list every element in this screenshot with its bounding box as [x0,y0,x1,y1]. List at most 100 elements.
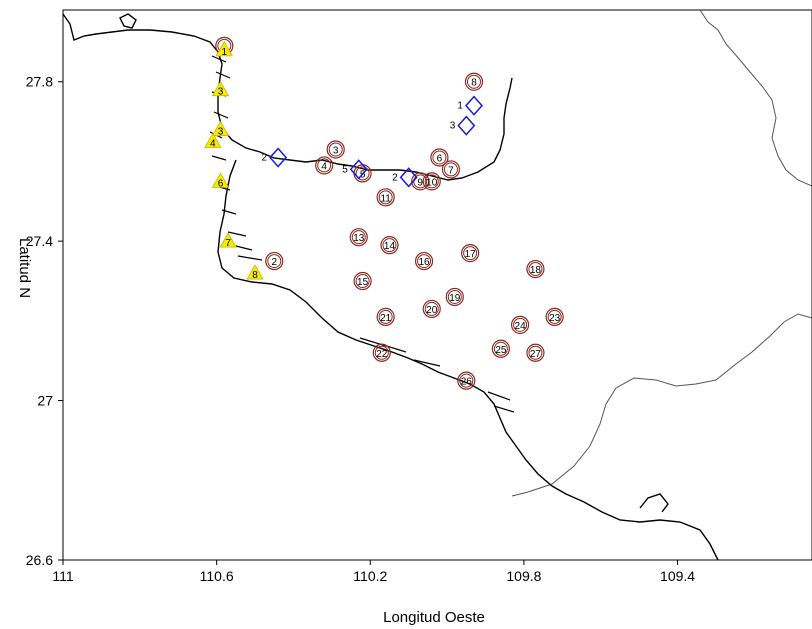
diamond-station-label: 3 [450,121,456,132]
river-lines [511,9,812,497]
circle-marker [380,236,399,255]
coastline-main [62,13,513,181]
triangle-station: 3 [211,120,230,138]
circle-station-label: 18 [530,265,542,276]
circle-marker-inner [459,373,474,388]
x-tick-label: 110.6 [200,568,234,584]
circle-station: 22 [372,343,391,362]
triangle-station: 4 [204,132,222,150]
diamond-marker [464,95,483,116]
circle-marker-inner [513,317,528,332]
diamond-station: 5 [342,159,368,180]
circle-marker-inner [317,158,332,173]
circle-station: 26 [457,371,476,390]
x-tick-label: 109.8 [506,568,541,584]
circle-station-label: 27 [530,349,542,360]
circle-marker-inner [443,162,458,177]
circle-station: 14 [380,236,399,255]
circle-marker [422,299,441,319]
diamond-marker [399,167,418,188]
circle-marker-inner [378,309,393,324]
diamond-station: 1 [457,95,483,116]
circle-marker-inner [528,262,543,277]
circle-station-label: 13 [353,233,365,244]
circle-marker-inner [466,74,481,89]
circle-station-label: 26 [461,377,473,388]
circle-marker-inner [351,230,366,245]
circle-marker [349,228,368,247]
circle-station: 10 [422,172,441,191]
circle-marker-inner [432,150,447,165]
coastline-islet [119,13,137,29]
circle-marker-inner [424,174,439,189]
circle-station: 8 [464,72,484,91]
circle-station: 3 [326,140,345,159]
circle-marker [315,156,334,175]
circle-station: 15 [353,271,372,291]
circle-station-label: 19 [449,293,461,304]
triangle-station-label: 3 [218,127,224,138]
circle-marker [461,244,480,263]
circle-station: 20 [422,299,441,319]
diamond-station: 2 [392,167,418,188]
circle-marker [526,343,545,362]
circle-station: 19 [445,287,464,307]
circle-station: 24 [510,315,530,334]
circle-marker-inner [547,309,562,324]
triangle-station-label: 6 [218,178,224,189]
circle-marker-inner [382,238,397,253]
circle-station-label: 22 [376,349,388,360]
diamond-station-label: 5 [342,164,348,175]
circle-station: 13 [349,228,368,247]
triangle-marker [215,41,234,57]
diamond-station-label: 1 [457,101,463,112]
diamond-station: 3 [450,115,476,136]
triangle-station: 1 [215,41,234,58]
triangle-station-label: 3 [218,87,224,98]
circle-marker-inner [463,246,478,261]
circle-marker [422,172,441,191]
circle-marker-inner [424,301,439,316]
diamond-marker [269,147,288,168]
shoreline-detail [209,55,515,413]
circle-marker-inner [374,345,389,360]
circle-marker-inner [328,142,343,157]
circle-marker-inner [355,274,370,289]
triangle-marker [211,172,230,188]
circle-marker [326,140,345,159]
diamond-station: 2 [262,147,288,168]
diamond-marker [457,115,476,136]
circle-marker [441,160,461,179]
circle-station: 23 [545,307,564,326]
circle-marker-inner [267,254,282,269]
circle-marker [376,188,395,207]
river-south [511,313,812,497]
circle-station: 11 [376,188,395,207]
circle-station-label: 24 [515,321,527,332]
river-north [699,9,812,187]
circle-marker [464,72,484,91]
x-axis-ticks: 111 110.6 110.2 109.8 109.4 [52,560,695,584]
circle-station-label: 16 [418,257,430,268]
circle-station: 25 [491,339,510,358]
circle-marker [526,259,545,279]
circle-marker [353,271,372,291]
circle-station: 18 [526,259,545,279]
circle-station-label: 3 [333,145,339,156]
circle-station: 21 [376,307,395,326]
circle-marker [414,251,434,271]
x-axis-label: Longitud Oeste [383,609,485,626]
triangle-marker [211,80,230,97]
circle-station: 27 [526,343,545,362]
circle-marker [445,287,464,307]
y-tick-label: 27 [37,393,53,409]
diamond-station-label: 2 [392,172,398,183]
coastline-south [217,159,719,561]
triangle-station-label: 4 [210,139,216,150]
y-tick-label: 27.8 [26,74,53,90]
x-tick-label: 110.2 [353,568,387,584]
circle-marker [265,251,284,271]
circle-station-label: 4 [321,161,327,172]
x-tick-label: 109.4 [660,568,695,584]
circle-station: 7 [441,160,461,179]
